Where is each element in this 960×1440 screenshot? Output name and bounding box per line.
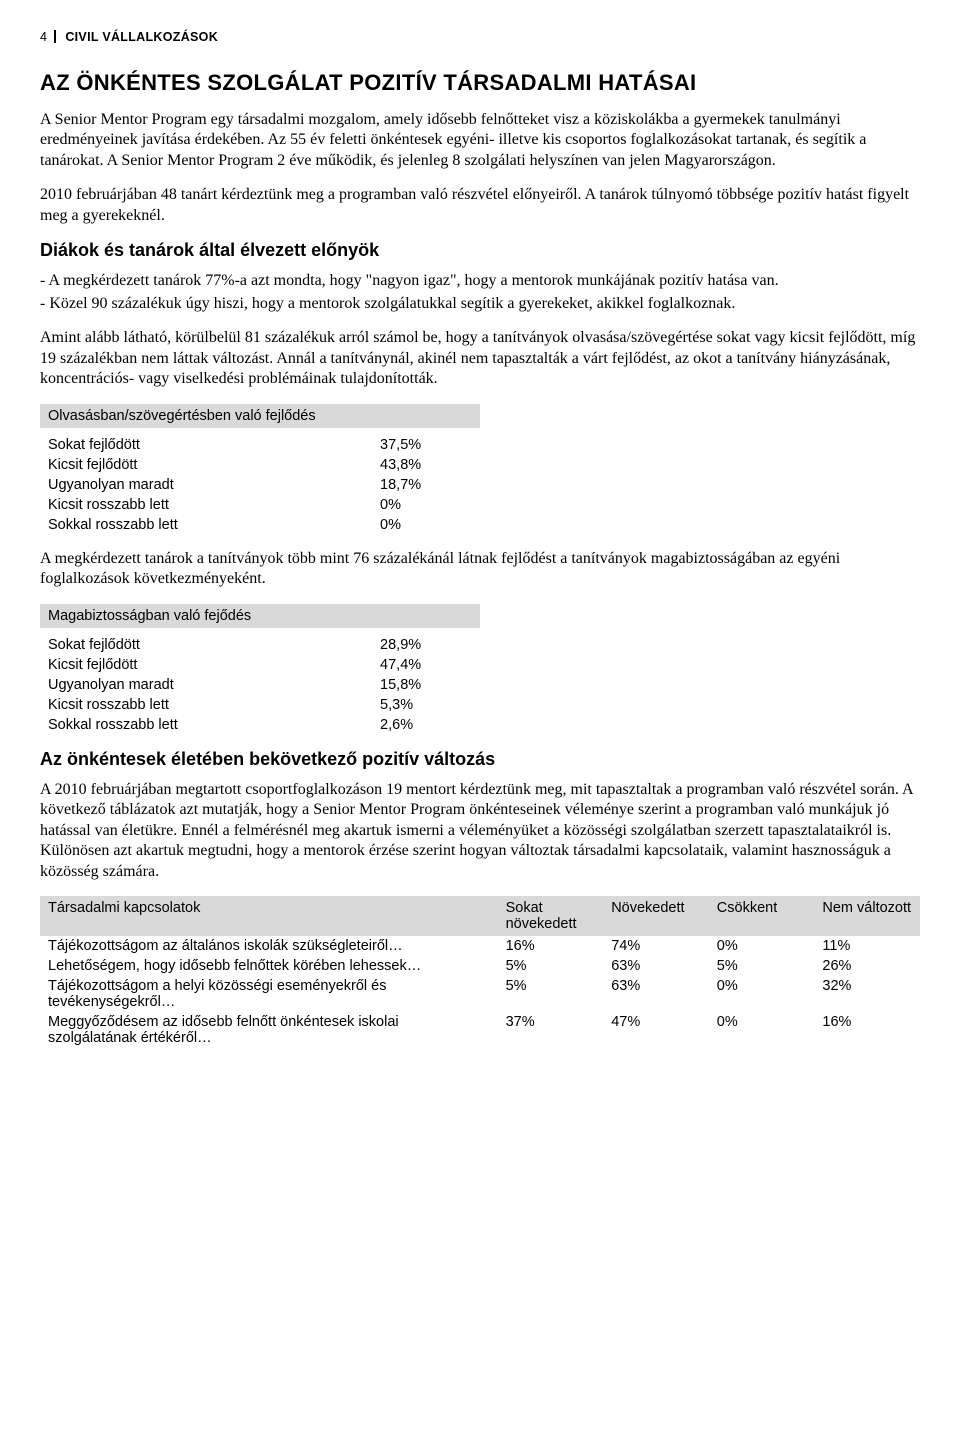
page-title: AZ ÖNKÉNTES SZOLGÁLAT POZITÍV TÁRSADALMI… bbox=[40, 70, 920, 96]
row-label: Sokkal rosszabb lett bbox=[40, 515, 372, 535]
row-value: 74% bbox=[603, 936, 709, 956]
row-label: Ugyanolyan maradt bbox=[40, 475, 372, 495]
row-value: 5% bbox=[498, 956, 604, 976]
row-label: Tájékozottságom a helyi közösségi esemén… bbox=[40, 976, 498, 1012]
table-row: Ugyanolyan maradt18,7% bbox=[40, 475, 480, 495]
volunteers-paragraph: A 2010 februárjában megtartott csoportfo… bbox=[40, 780, 920, 882]
row-label: Kicsit fejlődött bbox=[40, 455, 372, 475]
table-row: Sokat fejlődött37,5% bbox=[40, 435, 480, 455]
row-label: Kicsit rosszabb lett bbox=[40, 695, 372, 715]
book-title: CIVIL VÁLLALKOZÁSOK bbox=[65, 30, 218, 44]
confidence-paragraph: A megkérdezett tanárok a tanítványok töb… bbox=[40, 549, 920, 590]
row-label: Sokat fejlődött bbox=[40, 635, 372, 655]
row-value: 47,4% bbox=[372, 655, 480, 675]
row-value: 16% bbox=[814, 1012, 920, 1048]
row-value: 11% bbox=[814, 936, 920, 956]
table-row: Ugyanolyan maradt15,8% bbox=[40, 675, 480, 695]
row-value: 28,9% bbox=[372, 635, 480, 655]
col-header: Csökkent bbox=[709, 896, 815, 936]
row-value: 0% bbox=[709, 936, 815, 956]
row-value: 37% bbox=[498, 1012, 604, 1048]
social-connections-table: Társadalmi kapcsolatok Sokat növekedett … bbox=[40, 896, 920, 1048]
table-header: Magabiztosságban való fejődés bbox=[40, 604, 480, 628]
intro-paragraph-2: 2010 februárjában 48 tanárt kérdeztünk m… bbox=[40, 185, 920, 226]
bullet-paragraph-2: - Közel 90 százalékuk úgy hiszi, hogy a … bbox=[40, 294, 920, 314]
table-row: Kicsit rosszabb lett0% bbox=[40, 495, 480, 515]
section-heading-benefits: Diákok és tanárok által élvezett előnyök bbox=[40, 240, 920, 261]
reading-paragraph: Amint alább látható, körülbelül 81 száza… bbox=[40, 328, 920, 389]
header-separator-icon bbox=[54, 30, 56, 43]
row-value: 16% bbox=[498, 936, 604, 956]
row-value: 32% bbox=[814, 976, 920, 1012]
reading-progress-table: Olvasásban/szövegértésben való fejlődés … bbox=[40, 404, 480, 535]
intro-paragraph-1: A Senior Mentor Program egy társadalmi m… bbox=[40, 110, 920, 171]
row-label: Kicsit rosszabb lett bbox=[40, 495, 372, 515]
row-label: Kicsit fejlődött bbox=[40, 655, 372, 675]
page-number: 4 bbox=[40, 30, 47, 44]
row-value: 18,7% bbox=[372, 475, 480, 495]
row-value: 15,8% bbox=[372, 675, 480, 695]
col-header: Növekedett bbox=[603, 896, 709, 936]
row-label: Sokkal rosszabb lett bbox=[40, 715, 372, 735]
row-value: 63% bbox=[603, 956, 709, 976]
table-header: Olvasásban/szövegértésben való fejlődés bbox=[40, 404, 480, 428]
table-row: Sokkal rosszabb lett0% bbox=[40, 515, 480, 535]
col-header: Sokat növekedett bbox=[498, 896, 604, 936]
row-value: 26% bbox=[814, 956, 920, 976]
row-value: 5% bbox=[709, 956, 815, 976]
row-value: 5,3% bbox=[372, 695, 480, 715]
bullet-paragraph-1: - A megkérdezett tanárok 77%-a azt mondt… bbox=[40, 271, 920, 291]
row-value: 37,5% bbox=[372, 435, 480, 455]
section-heading-volunteers: Az önkéntesek életében bekövetkező pozit… bbox=[40, 749, 920, 770]
row-label: Lehetőségem, hogy idősebb felnőttek köré… bbox=[40, 956, 498, 976]
page-header: 4 CIVIL VÁLLALKOZÁSOK bbox=[40, 30, 920, 44]
table-row: Sokkal rosszabb lett2,6% bbox=[40, 715, 480, 735]
row-value: 2,6% bbox=[372, 715, 480, 735]
row-value: 0% bbox=[372, 515, 480, 535]
table-row: Kicsit fejlődött47,4% bbox=[40, 655, 480, 675]
col-header: Társadalmi kapcsolatok bbox=[40, 896, 498, 936]
row-label: Sokat fejlődött bbox=[40, 435, 372, 455]
row-value: 63% bbox=[603, 976, 709, 1012]
row-value: 0% bbox=[372, 495, 480, 515]
table-row: Sokat fejlődött28,9% bbox=[40, 635, 480, 655]
confidence-progress-table: Magabiztosságban való fejődés Sokat fejl… bbox=[40, 604, 480, 735]
table-row: Lehetőségem, hogy idősebb felnőttek köré… bbox=[40, 956, 920, 976]
table-row: Kicsit rosszabb lett5,3% bbox=[40, 695, 480, 715]
table-row: Tájékozottságom az általános iskolák szü… bbox=[40, 936, 920, 956]
row-value: 0% bbox=[709, 1012, 815, 1048]
row-value: 47% bbox=[603, 1012, 709, 1048]
row-label: Ugyanolyan maradt bbox=[40, 675, 372, 695]
col-header: Nem változott bbox=[814, 896, 920, 936]
table-row: Meggyőződésem az idősebb felnőtt önkénte… bbox=[40, 1012, 920, 1048]
row-label: Tájékozottságom az általános iskolák szü… bbox=[40, 936, 498, 956]
row-label: Meggyőződésem az idősebb felnőtt önkénte… bbox=[40, 1012, 498, 1048]
table-row: Kicsit fejlődött43,8% bbox=[40, 455, 480, 475]
row-value: 43,8% bbox=[372, 455, 480, 475]
row-value: 5% bbox=[498, 976, 604, 1012]
row-value: 0% bbox=[709, 976, 815, 1012]
table-row: Tájékozottságom a helyi közösségi esemén… bbox=[40, 976, 920, 1012]
